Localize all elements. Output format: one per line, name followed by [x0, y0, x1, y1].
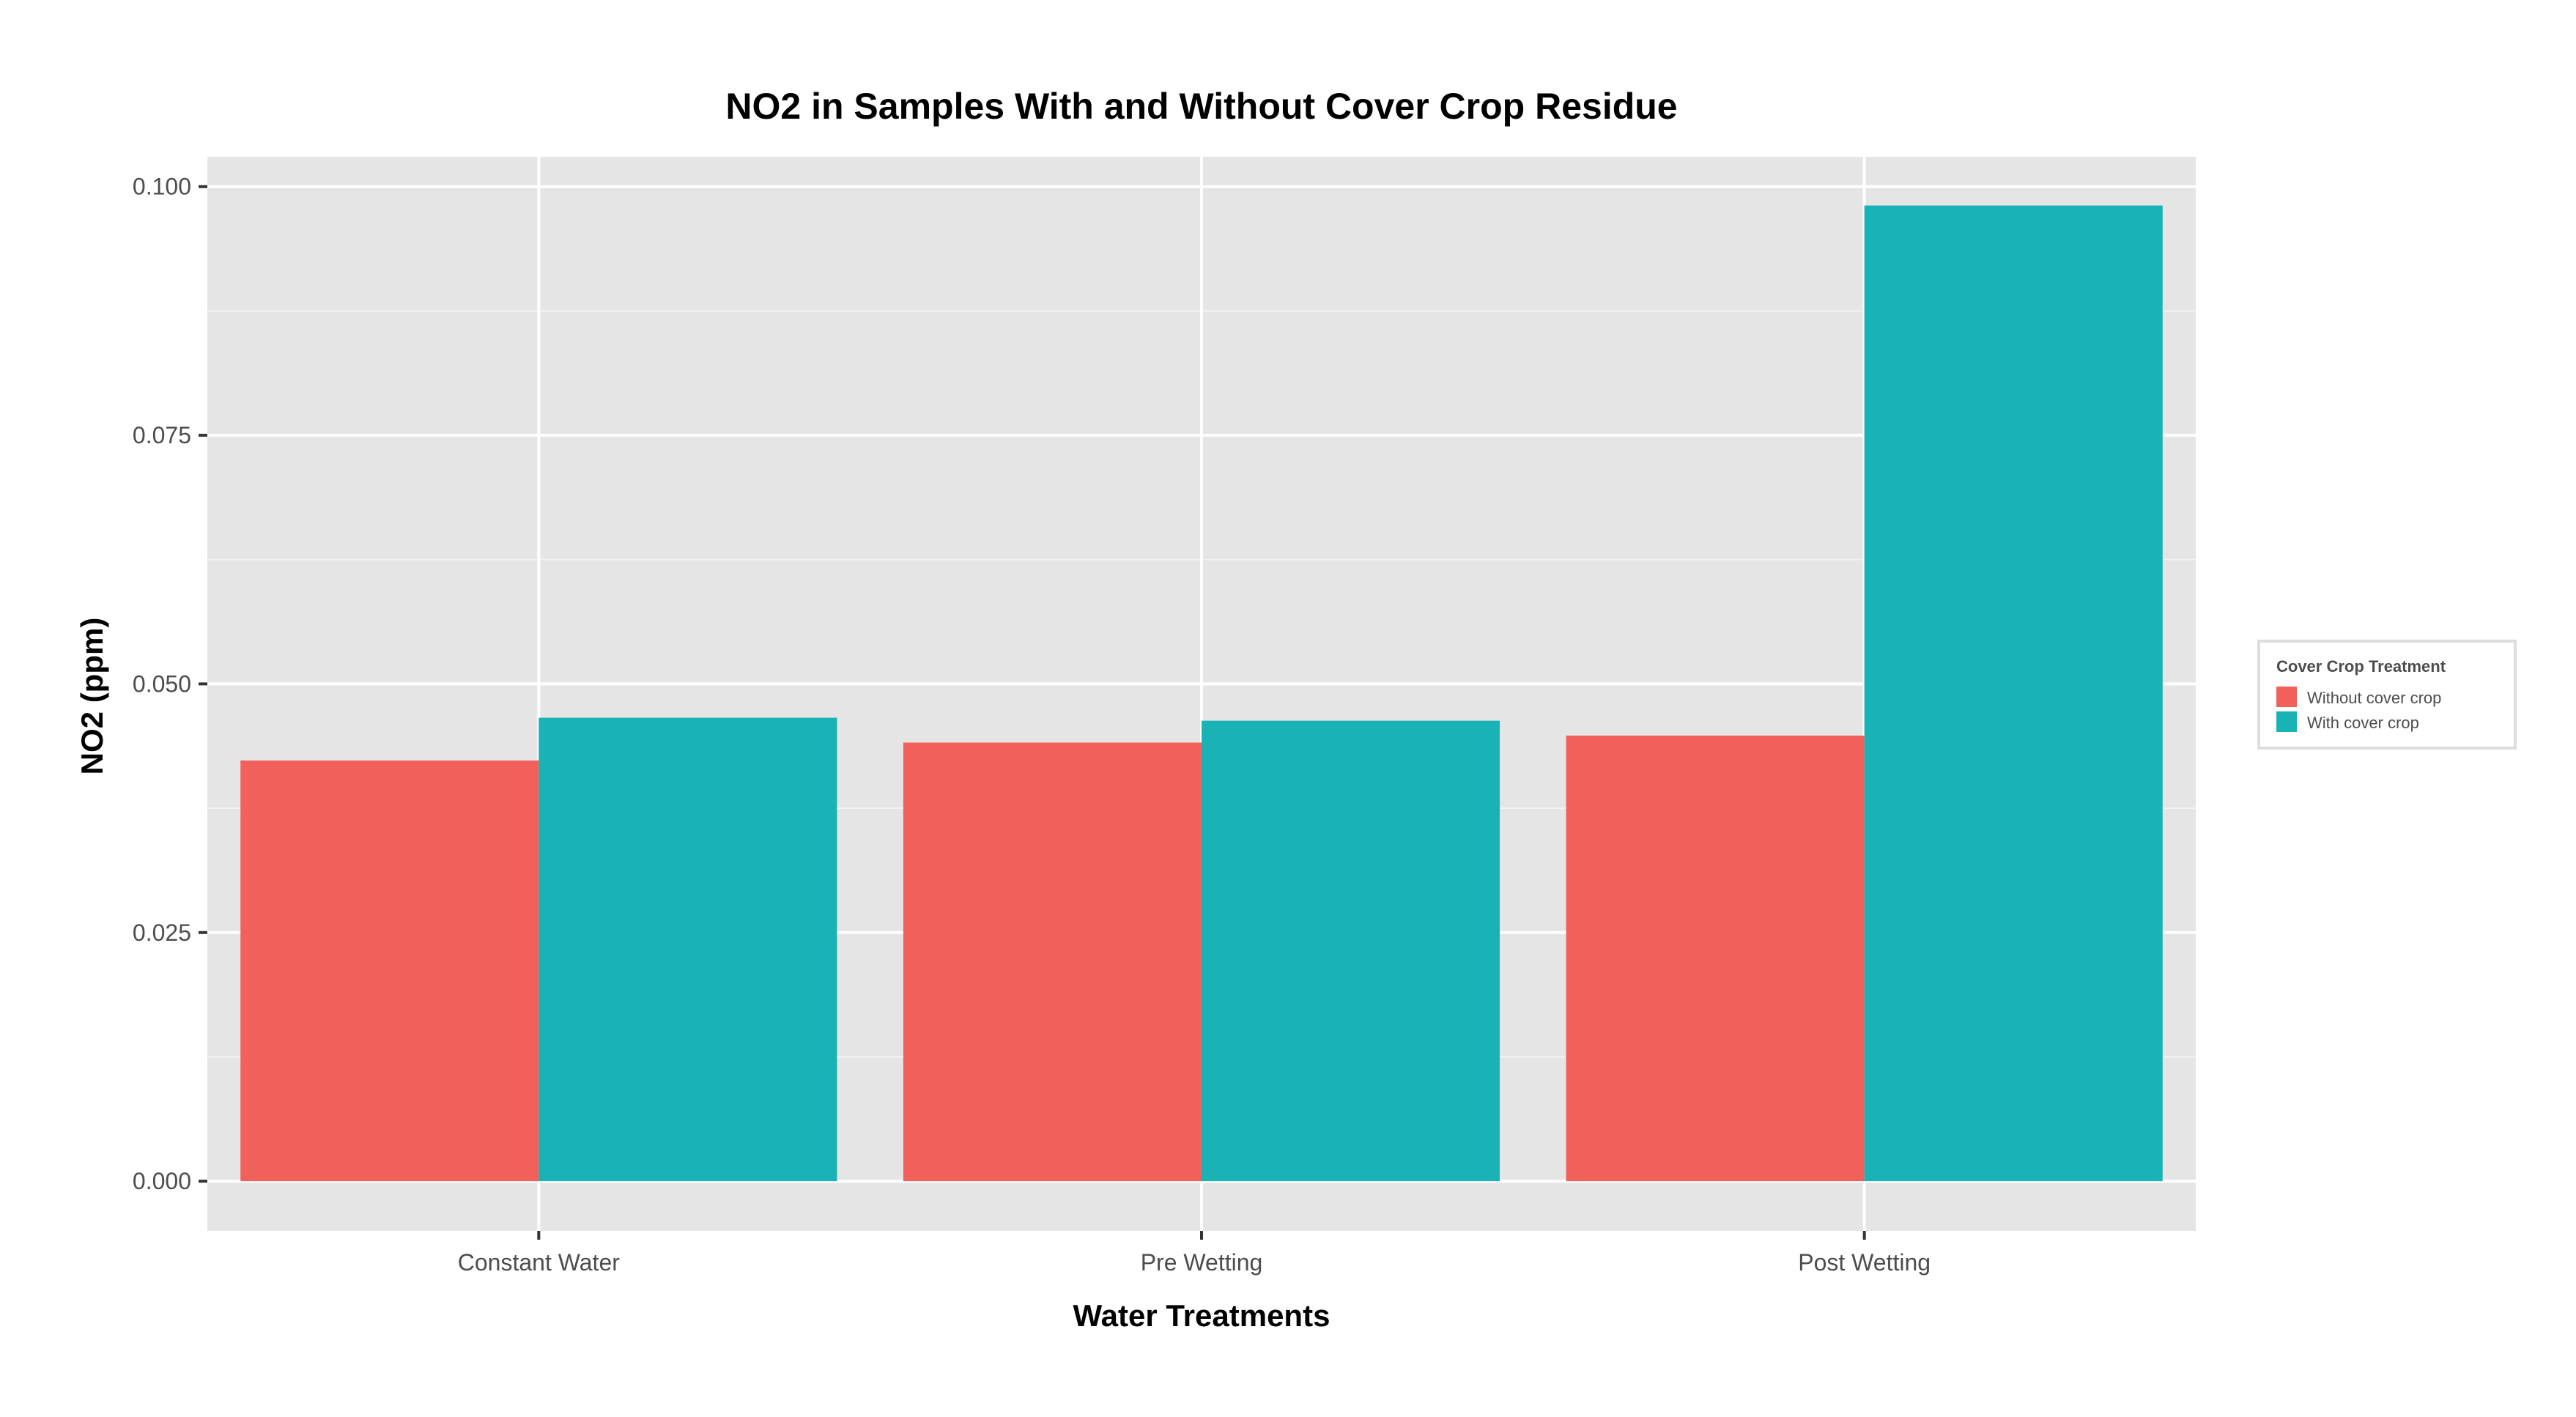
- legend: Cover Crop Treatment Without cover cropW…: [2257, 640, 2517, 750]
- legend-label-1: With cover crop: [2307, 714, 2419, 732]
- bar-without-cover-crop-1: [903, 742, 1202, 1182]
- bars-group: [240, 205, 2163, 1182]
- legend-box: [2257, 640, 2517, 750]
- chart-title: NO2 in Samples With and Without Cover Cr…: [725, 86, 1677, 127]
- y-tick-label: 0.100: [133, 174, 191, 200]
- x-tick-label: Constant Water: [458, 1249, 620, 1276]
- legend-items: Without cover crop With cover crop: [2276, 687, 2441, 732]
- legend-label-0: Without cover crop: [2307, 689, 2441, 707]
- x-tick-label: Pre Wetting: [1141, 1249, 1263, 1276]
- legend-title: Cover Crop Treatment: [2276, 657, 2446, 676]
- legend-key-1: [2276, 711, 2297, 732]
- x-axis: Constant Water Pre Wetting Post Wetting: [458, 1231, 1931, 1276]
- y-tick-label: 0.000: [133, 1168, 191, 1194]
- legend-key-0: [2276, 687, 2297, 707]
- bar-without-cover-crop-0: [240, 760, 539, 1182]
- y-axis: 0.000 0.025 0.050 0.075 0.100: [133, 174, 207, 1194]
- bar-with-cover-crop-1: [1202, 720, 1500, 1182]
- x-axis-title: Water Treatments: [1073, 1298, 1330, 1333]
- y-tick-label: 0.075: [133, 422, 191, 448]
- y-tick-label: 0.050: [133, 670, 191, 697]
- bar-with-cover-crop-0: [538, 717, 837, 1182]
- x-tick-label: Post Wetting: [1798, 1249, 1931, 1276]
- bar-without-cover-crop-2: [1566, 736, 1865, 1182]
- y-axis-title: NO2 (ppm): [75, 618, 109, 775]
- bar-with-cover-crop-2: [1864, 205, 2163, 1182]
- y-tick-label: 0.025: [133, 920, 191, 946]
